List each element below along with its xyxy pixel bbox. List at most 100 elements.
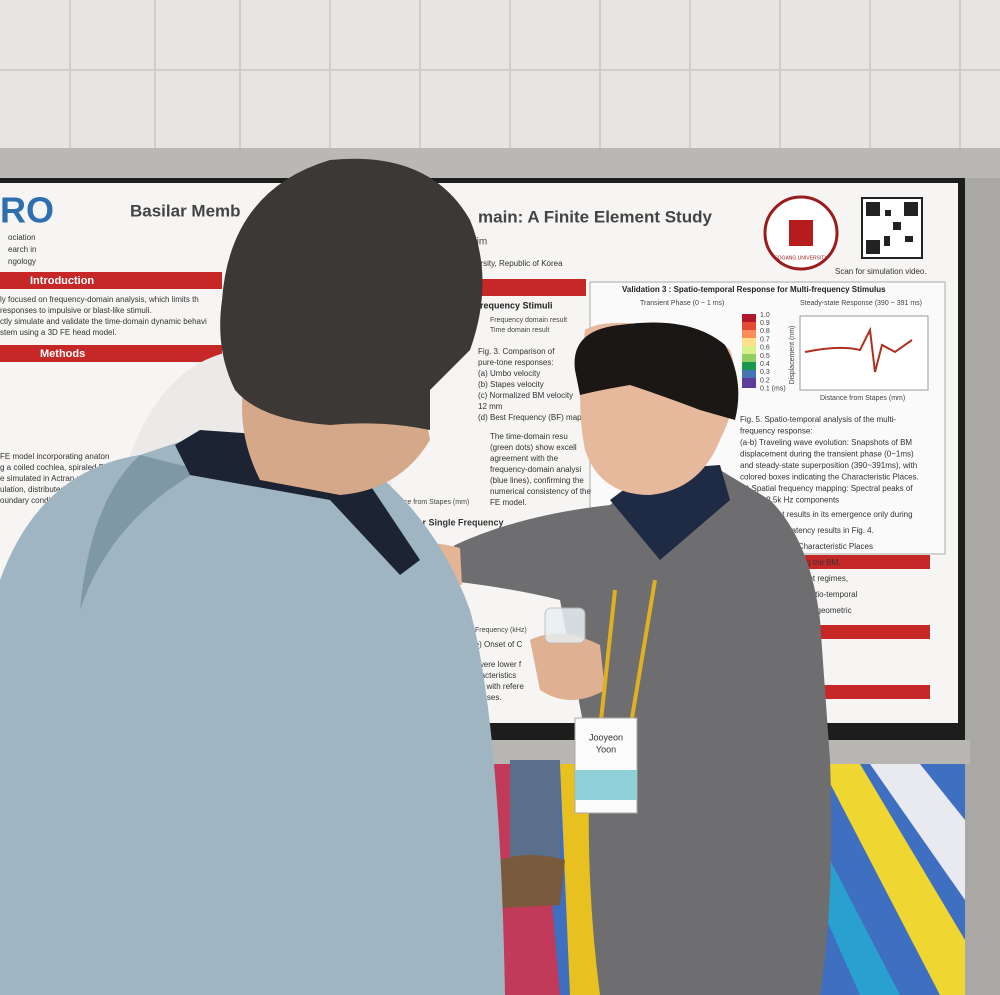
poster-text: earch in [8, 245, 36, 254]
poster-text: Introduction [30, 275, 94, 287]
section-bar [480, 279, 586, 296]
poster-text: The time-domain resu [490, 432, 568, 441]
poster-text: und to the Characteristic Places [760, 542, 873, 551]
hair [574, 322, 739, 420]
shoe [500, 855, 565, 908]
poster-text: Transient Phase (0 ~ 1 ms) [640, 300, 724, 307]
poster-text: RO [0, 190, 54, 231]
poster-text: in with refere [478, 682, 524, 691]
wall [0, 0, 1000, 150]
poster-text: ngology [8, 257, 36, 266]
poster-text: ociation [8, 233, 36, 242]
poster-text: FE model. [490, 498, 526, 507]
poster-text: racteristics [478, 671, 516, 680]
poster-text: (d) Best Frequency (BF) map [478, 413, 582, 422]
poster-text: SOGANG UNIVERSITY [774, 255, 828, 261]
jeans [510, 760, 560, 860]
poster-text: Frequency (kHz) [475, 627, 527, 634]
poster-text: ctly simulate and validate the time-doma… [0, 317, 207, 326]
poster-text: nse for Single Frequency [396, 517, 504, 527]
poster-text: e simulated in Actran usin [0, 474, 91, 483]
poster-text: Time domain result [490, 327, 549, 334]
poster-text: (c) Spatial frequency mapping: Spectral … [740, 484, 913, 493]
wall-tiles [0, 0, 1000, 150]
poster-text: g a coiled cochlea, spiraled BM [0, 463, 111, 472]
collar [175, 430, 420, 575]
hand [530, 633, 605, 700]
poster-text: (a-b) Traveling wave evolution: Snapshot… [740, 438, 912, 447]
poster-text: Steady-state Response (390 ~ 391 ms) [800, 300, 922, 307]
section-bar [0, 345, 222, 362]
poster-text: frequency-domain analysi [490, 465, 581, 474]
poster-text: with the latency results in Fig. 4. [759, 526, 874, 535]
poster-text: 0.2 [760, 377, 770, 384]
poster-text: requency Stimuli [480, 300, 553, 310]
badge-name: Jooyeon [589, 732, 623, 742]
poster-text: pure-tone responses: [478, 358, 554, 367]
poster-text: ponent results in its emergence only dur… [760, 510, 913, 519]
poster-text: Validation 3 : Spatio-temporal Response … [622, 285, 886, 294]
poster-text: 0.3 [760, 369, 770, 376]
poster-text: 0.8 [760, 328, 770, 335]
frame-pole [965, 178, 1000, 995]
poster-text: frequency response: [740, 427, 813, 436]
poster-text: Kim [470, 237, 487, 248]
poster-text: responses to impulsive or blast-like sti… [0, 306, 152, 315]
poster-text: 1.0 [760, 312, 770, 319]
poster-text: 0.9 [760, 320, 770, 327]
poster-text: ly focused on frequency-domain analysis,… [0, 295, 199, 304]
poster-text: 0.5 [760, 353, 770, 360]
poster-text: stem using a 3D FE head model. [0, 328, 117, 337]
poster-text: main: A Finite Element Study [478, 207, 712, 226]
badge-stripe [575, 770, 637, 800]
badge-name: Yoon [596, 744, 616, 754]
hair [220, 158, 483, 430]
poster-text: (green dots) show excell [490, 443, 577, 452]
poster-text: and steady-state superposition (390~391m… [740, 461, 917, 470]
section-bar [820, 685, 930, 699]
waveform [804, 326, 913, 373]
poster-text: (blue lines), confirming the [490, 476, 584, 485]
poster-text: 12 mm [478, 402, 503, 411]
poster-text: were lower f [477, 660, 522, 669]
cup [544, 607, 586, 644]
poster-text: Displacement (nm) [789, 326, 796, 385]
qr-pattern [866, 202, 918, 254]
section-bar [805, 555, 930, 569]
lanyard [598, 579, 657, 731]
poster-text: (a) Umbo velocity [478, 369, 540, 378]
poster-text: 0.1 (ms) [760, 386, 786, 393]
colorbar [742, 314, 756, 388]
section-bar [820, 625, 930, 639]
section-bar [0, 272, 222, 289]
poster-text: ulation, distributed [0, 485, 65, 494]
poster-text: 0.6 [760, 345, 770, 352]
poster-text: Distance from Stapes (mm) [820, 395, 905, 402]
poster-text: 0.7 [760, 336, 770, 343]
poster-text: 0.4 [760, 361, 770, 368]
poster-text: nce from Stapes (mm) [400, 499, 469, 506]
poster-text: onses. [478, 693, 502, 702]
poster-text: 00, 1k, 2.5k Hz components [740, 496, 839, 505]
poster-text: (c) Normalized BM velocity [478, 391, 573, 400]
poster-text: Basilar Memb [130, 201, 241, 220]
poster-text: ersity, Republic of Korea [476, 259, 563, 268]
poster-text: (b) Stapes velocity [478, 380, 544, 389]
poster-text: FE model incorporating anaton [0, 452, 109, 461]
jacket [0, 435, 505, 995]
poster-text: Scan for simulation video. [835, 267, 927, 276]
poster-text: displacement during the transient phase … [740, 450, 914, 459]
poster-text: (e) Onset of C [472, 640, 522, 649]
poster-text: Fig. 3. Comparison of [478, 347, 555, 356]
poster-text: oundary conditions [0, 496, 67, 505]
poster-text: colored boxes indicating the Characteris… [740, 473, 919, 482]
poster-text: numerical consistency of the [490, 487, 591, 496]
seal-shield [789, 220, 813, 246]
poster-text: Frequency domain result [490, 317, 567, 324]
poster-text: Methods [40, 348, 85, 360]
plot-frame [799, 315, 929, 391]
poster-text: Fig. 5. Spatio-temporal analysis of the … [740, 415, 896, 424]
poster-text: agreement with the [490, 454, 559, 463]
frame-top [0, 148, 1000, 178]
